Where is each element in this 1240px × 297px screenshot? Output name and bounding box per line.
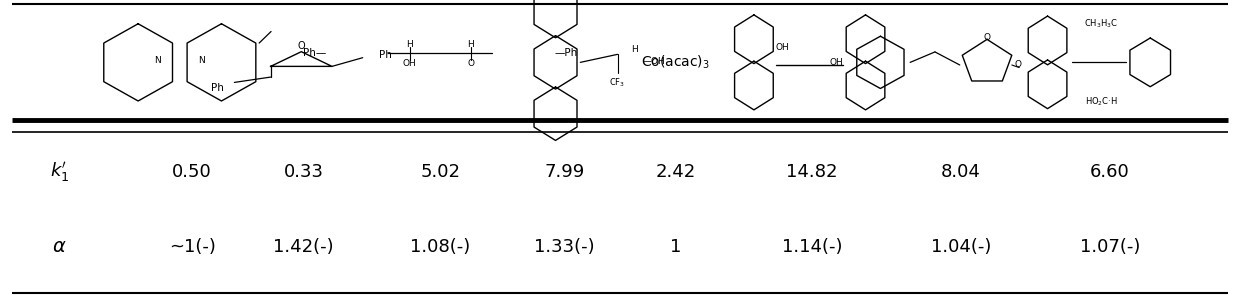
Text: HO$_2$C·H: HO$_2$C·H bbox=[1085, 95, 1117, 108]
Text: 1.42(-): 1.42(-) bbox=[274, 238, 334, 255]
Text: OH: OH bbox=[403, 59, 417, 68]
Text: 0.50: 0.50 bbox=[172, 163, 212, 181]
Text: OH: OH bbox=[776, 43, 790, 52]
Text: 1.04(-): 1.04(-) bbox=[931, 238, 991, 255]
Text: Co(acac)$_3$: Co(acac)$_3$ bbox=[641, 54, 711, 71]
Text: CF$_3$: CF$_3$ bbox=[610, 76, 625, 89]
Text: 1.33(-): 1.33(-) bbox=[534, 238, 594, 255]
Text: 1: 1 bbox=[670, 238, 682, 255]
Text: 6.60: 6.60 bbox=[1090, 163, 1130, 181]
Text: 2.42: 2.42 bbox=[656, 163, 696, 181]
Text: —OH: —OH bbox=[642, 56, 665, 66]
Text: N: N bbox=[155, 56, 161, 65]
Text: 1.14(-): 1.14(-) bbox=[782, 238, 842, 255]
Text: 14.82: 14.82 bbox=[786, 163, 838, 181]
Text: Ph—: Ph— bbox=[303, 48, 326, 59]
Text: ~1(-): ~1(-) bbox=[169, 238, 216, 255]
Text: Ph: Ph bbox=[378, 50, 392, 60]
Text: O: O bbox=[1014, 61, 1022, 69]
Text: 5.02: 5.02 bbox=[420, 163, 460, 181]
Text: $k_1'$: $k_1'$ bbox=[50, 160, 69, 184]
Text: H: H bbox=[407, 40, 413, 49]
Text: Ph: Ph bbox=[211, 83, 224, 93]
Text: 8.04: 8.04 bbox=[941, 163, 981, 181]
Text: O: O bbox=[298, 41, 305, 51]
Text: 1.08(-): 1.08(-) bbox=[410, 238, 470, 255]
Text: O: O bbox=[467, 59, 474, 68]
Text: O: O bbox=[983, 33, 991, 42]
Text: OH: OH bbox=[830, 58, 843, 67]
Text: N: N bbox=[198, 56, 205, 65]
Text: 1.07(-): 1.07(-) bbox=[1080, 238, 1140, 255]
Text: H: H bbox=[631, 45, 639, 53]
Text: 7.99: 7.99 bbox=[544, 163, 584, 181]
Text: $\alpha$: $\alpha$ bbox=[52, 237, 67, 256]
Text: H: H bbox=[467, 40, 474, 49]
Text: 0.33: 0.33 bbox=[284, 163, 324, 181]
Text: —Ph: —Ph bbox=[554, 48, 578, 59]
Text: CH$_3$H$_3$C: CH$_3$H$_3$C bbox=[1084, 17, 1118, 30]
